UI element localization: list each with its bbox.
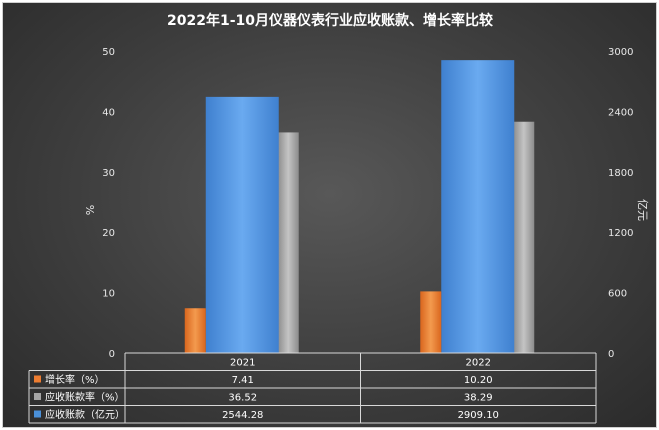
left-axis-ticks: 0 10 20 30 40 50 [102, 47, 115, 360]
right-tick-label: 600 [608, 289, 627, 300]
left-tick-label: 0 [109, 349, 115, 360]
right-tick-label: 1800 [608, 168, 633, 179]
left-axis-title: % [84, 205, 97, 215]
table-cell-value: 36.52 [228, 393, 257, 404]
bar-chart: 2022年1-10月仪器仪表行业应收账款、增长率比较 0 10 20 30 40 50 0… [28, 12, 649, 424]
bar-receivables-2022 [441, 60, 515, 353]
data-table: 2021 2022 增长率（%） 7.41 10.20 应收账款率（%） 36.52 38.2… [28, 352, 597, 424]
table-cell-value: 2544.28 [222, 410, 263, 421]
bar-receivables-2021 [205, 96, 279, 353]
table-cell-value: 38.29 [464, 393, 493, 404]
left-tick-label: 30 [102, 168, 115, 179]
legend-swatch [34, 410, 41, 418]
bars [184, 60, 535, 354]
bar-growth-rate-2021 [184, 308, 206, 353]
table-series-name: 应收账款率（%） [45, 391, 125, 404]
left-tick-label: 50 [102, 47, 115, 58]
chart-title: 2022年1-10月仪器仪表行业应收账款、增长率比较 [167, 12, 493, 29]
table-series-name: 增长率（%） [45, 373, 105, 386]
bar-receivables-rate-2022 [513, 121, 535, 354]
legend-swatch [34, 375, 41, 383]
table-series-name: 应收账款（亿元） [45, 408, 125, 421]
legend-swatch [34, 393, 41, 400]
bar-receivables-rate-2021 [277, 132, 299, 353]
left-tick-label: 10 [102, 289, 115, 300]
right-tick-label: 2400 [608, 107, 633, 118]
table-header-category: 2022 [466, 358, 491, 369]
right-axis-title: 亿元 [636, 199, 649, 221]
table-cell-value: 7.41 [232, 375, 254, 386]
left-tick-label: 20 [102, 228, 115, 239]
table-header-category: 2021 [230, 358, 255, 369]
table-cell-value: 10.20 [464, 375, 493, 386]
right-tick-label: 3000 [608, 47, 633, 58]
right-tick-label: 0 [608, 349, 614, 360]
right-axis-ticks: 0 600 1200 1800 2400 3000 [608, 47, 633, 360]
left-tick-label: 40 [102, 107, 115, 118]
bar-growth-rate-2022 [420, 291, 442, 353]
table-cell-value: 2909.10 [458, 410, 499, 421]
right-tick-label: 1200 [608, 228, 633, 239]
